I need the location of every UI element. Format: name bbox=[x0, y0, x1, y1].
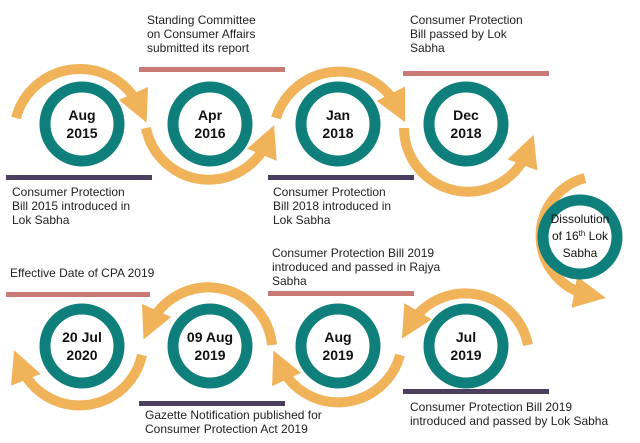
svg-text:introduced and passed by Lok S: introduced and passed by Lok Sabha bbox=[410, 414, 608, 428]
bar-dec-2018 bbox=[403, 71, 549, 76]
arrow-icon bbox=[11, 350, 147, 411]
svg-text:Bill passed by Lok: Bill passed by Lok bbox=[410, 27, 508, 41]
milestone-09-aug-2019: 09 Aug 2019 bbox=[167, 303, 253, 389]
svg-text:Consumer Protection Act 2019: Consumer Protection Act 2019 bbox=[145, 422, 308, 436]
milestone-aug-2019: Aug 2019 bbox=[295, 303, 381, 389]
milestone-20-jul-2020: 20 Jul 2020 bbox=[39, 303, 125, 389]
svg-text:Sabha: Sabha bbox=[563, 246, 598, 260]
date-month: Dec bbox=[453, 107, 479, 123]
bar-09-aug-2019 bbox=[139, 401, 285, 406]
date-month: Apr bbox=[198, 107, 223, 123]
arrow-icon bbox=[401, 288, 533, 347]
label-aug-2015: Consumer Protection Bill 2015 introduced… bbox=[12, 185, 130, 227]
svg-text:submitted its report: submitted its report bbox=[147, 41, 250, 55]
svg-text:Consumer Protection Bill 2019: Consumer Protection Bill 2019 bbox=[272, 246, 434, 260]
svg-text:Aug: Aug bbox=[324, 329, 351, 345]
date-month: Jan bbox=[326, 107, 350, 123]
label-apr-2016: Standing Committee on Consumer Affairs s… bbox=[147, 13, 256, 55]
date-month: Aug bbox=[68, 107, 95, 123]
svg-text:09 Aug: 09 Aug bbox=[187, 329, 233, 345]
label-jan-2018: Consumer Protection Bill 2018 introduced… bbox=[273, 185, 391, 227]
arrow-icon bbox=[272, 350, 405, 408]
arrow-icon bbox=[399, 127, 538, 197]
arrow-icon bbox=[141, 125, 277, 185]
milestone-jan-2018: Jan 2018 bbox=[295, 81, 381, 167]
svg-text:Dissolution: Dissolution bbox=[551, 212, 610, 226]
svg-text:Jul: Jul bbox=[456, 329, 476, 345]
svg-text:on Consumer Affairs: on Consumer Affairs bbox=[147, 27, 256, 41]
milestone-dissolution: Dissolution of 16th Lok Sabha bbox=[537, 194, 623, 280]
svg-text:Lok Sabha: Lok Sabha bbox=[273, 213, 331, 227]
svg-text:20 Jul: 20 Jul bbox=[62, 329, 102, 345]
svg-text:Lok Sabha: Lok Sabha bbox=[12, 213, 70, 227]
arrow-icon bbox=[142, 282, 277, 346]
svg-text:Bill 2018 introduced in: Bill 2018 introduced in bbox=[273, 199, 391, 213]
label-dec-2018: Consumer Protection Bill passed by Lok S… bbox=[410, 13, 523, 55]
bar-jan-2018 bbox=[268, 175, 414, 180]
milestone-apr-2016: Apr 2016 bbox=[167, 81, 253, 167]
date-year: 2016 bbox=[194, 125, 225, 141]
arrow-icon bbox=[11, 64, 149, 123]
svg-text:2020: 2020 bbox=[66, 347, 97, 363]
bar-apr-2016 bbox=[139, 67, 285, 72]
bar-20-jul-2020 bbox=[6, 292, 150, 297]
svg-text:Consumer Protection Bill 2019: Consumer Protection Bill 2019 bbox=[410, 400, 572, 414]
svg-text:introduced and passed in Rajya: introduced and passed in Rajya bbox=[272, 260, 440, 274]
date-year: 2015 bbox=[66, 125, 97, 141]
milestone-dec-2018: Dec 2018 bbox=[423, 81, 509, 167]
svg-text:2019: 2019 bbox=[194, 347, 225, 363]
svg-text:of 16th Lok: of 16th Lok bbox=[552, 229, 609, 243]
svg-text:Gazette Notification published: Gazette Notification published for bbox=[145, 408, 322, 422]
svg-text:Sabha: Sabha bbox=[272, 274, 307, 288]
bar-jul-2019 bbox=[403, 389, 549, 394]
milestone-jul-2019: Jul 2019 bbox=[423, 303, 509, 389]
svg-text:Effective Date of CPA 2019: Effective Date of CPA 2019 bbox=[10, 266, 155, 280]
svg-text:Standing Committee: Standing Committee bbox=[147, 13, 256, 27]
label-20-jul-2020: Effective Date of CPA 2019 bbox=[10, 266, 155, 280]
bar-aug-2019 bbox=[268, 291, 414, 296]
svg-text:Consumer Protection: Consumer Protection bbox=[273, 185, 386, 199]
bar-aug-2015 bbox=[6, 175, 152, 180]
svg-text:Consumer Protection: Consumer Protection bbox=[410, 13, 523, 27]
svg-text:2019: 2019 bbox=[322, 347, 353, 363]
label-aug-2019: Consumer Protection Bill 2019 introduced… bbox=[272, 246, 440, 288]
svg-text:Sabha: Sabha bbox=[410, 41, 445, 55]
arrow-icon bbox=[271, 66, 406, 123]
label-jul-2019: Consumer Protection Bill 2019 introduced… bbox=[410, 400, 608, 428]
svg-text:2019: 2019 bbox=[450, 347, 481, 363]
milestone-aug-2015: Aug 2015 bbox=[39, 81, 125, 167]
svg-text:Bill 2015 introduced in: Bill 2015 introduced in bbox=[12, 199, 130, 213]
svg-text:Consumer Protection: Consumer Protection bbox=[12, 185, 125, 199]
date-year: 2018 bbox=[450, 125, 481, 141]
date-year: 2018 bbox=[322, 125, 353, 141]
label-09-aug-2019: Gazette Notification published for Consu… bbox=[145, 408, 322, 436]
